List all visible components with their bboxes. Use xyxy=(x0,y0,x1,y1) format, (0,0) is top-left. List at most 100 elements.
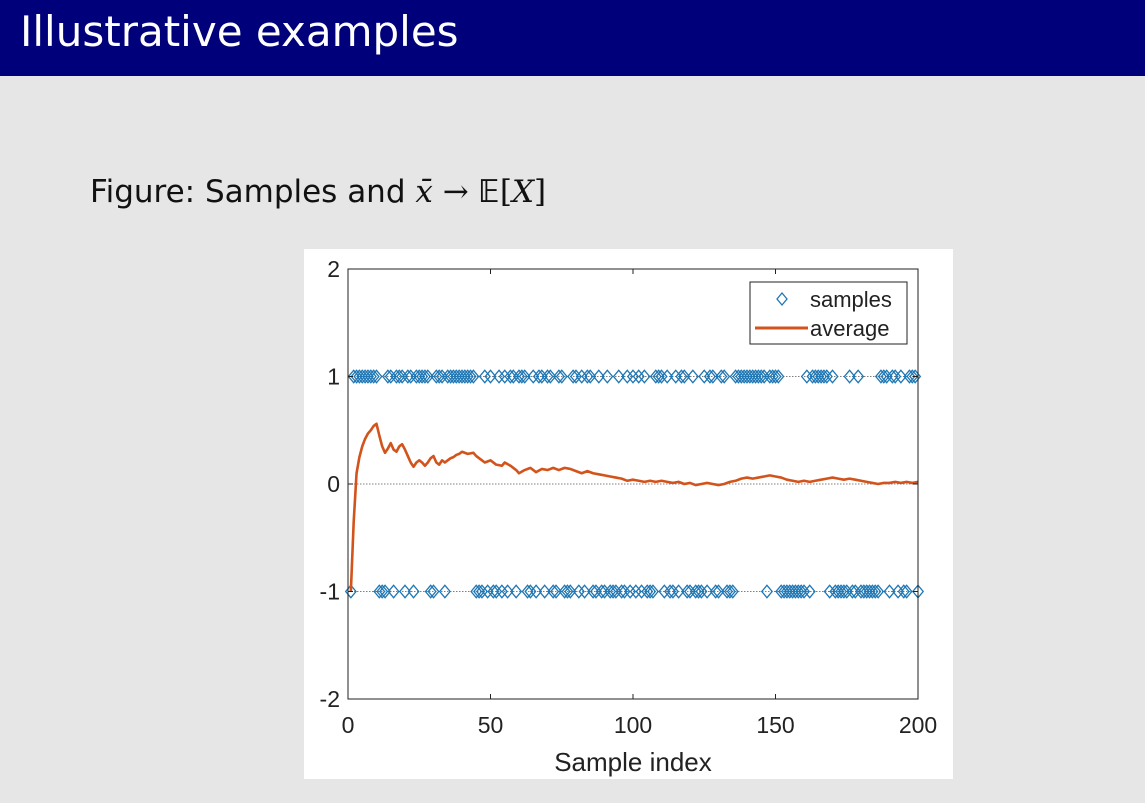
sample-marker xyxy=(644,584,657,599)
sample-marker xyxy=(729,369,742,384)
sample-marker xyxy=(909,369,922,384)
sample-marker xyxy=(367,369,380,384)
sample-marker xyxy=(712,584,725,599)
sample-marker xyxy=(478,369,491,384)
sample-marker xyxy=(572,584,585,599)
sample-marker xyxy=(626,369,640,384)
sample-marker xyxy=(840,584,853,599)
sample-marker xyxy=(789,584,802,599)
sample-marker xyxy=(555,369,568,384)
sample-marker xyxy=(501,584,514,599)
slide-title-bar: Illustrative examples xyxy=(0,0,1145,76)
sample-marker xyxy=(655,369,668,384)
x-axis-label: Sample index xyxy=(554,747,712,777)
sample-marker xyxy=(872,584,885,599)
sample-marker xyxy=(800,369,813,384)
caption-prefix: Figure: Samples and xyxy=(90,174,406,210)
sample-marker xyxy=(672,584,685,599)
sample-marker xyxy=(589,584,602,599)
sample-marker xyxy=(473,584,486,599)
sample-marker xyxy=(561,584,574,599)
sample-marker xyxy=(906,369,919,384)
sample-marker xyxy=(490,584,503,599)
sample-marker xyxy=(786,584,799,599)
sample-marker xyxy=(595,584,608,599)
sample-marker xyxy=(470,584,483,599)
sample-marker xyxy=(401,369,414,384)
sample-marker xyxy=(379,584,392,599)
sample-marker xyxy=(635,584,648,599)
legend-box xyxy=(749,281,908,345)
sample-marker xyxy=(558,584,571,599)
sample-marker xyxy=(892,584,905,599)
sample-marker xyxy=(701,584,714,599)
sample-marker xyxy=(752,369,765,384)
sample-marker xyxy=(398,584,412,599)
sample-marker xyxy=(569,369,583,384)
sample-marker xyxy=(632,369,645,384)
sample-marker xyxy=(515,369,528,384)
y-tick-label: -2 xyxy=(320,686,340,712)
y-tick-label: -1 xyxy=(320,579,340,605)
sample-marker xyxy=(450,369,463,384)
sample-marker xyxy=(726,584,739,599)
sample-marker xyxy=(347,369,360,384)
sample-marker xyxy=(903,369,916,384)
math-expectation: 𝔼 xyxy=(478,174,500,210)
legend-samples-label: samples xyxy=(810,287,892,312)
sample-marker xyxy=(866,584,879,599)
sample-marker xyxy=(735,369,748,384)
sample-marker xyxy=(698,369,711,384)
sample-marker xyxy=(356,369,369,384)
math-xbar: x̄ xyxy=(415,174,433,210)
sample-marker xyxy=(778,584,791,599)
sample-marker xyxy=(624,584,637,599)
sample-marker xyxy=(461,369,474,384)
sample-marker xyxy=(666,584,679,599)
sample-marker xyxy=(510,584,523,599)
sample-marker xyxy=(581,369,594,384)
sample-marker xyxy=(763,369,776,384)
sample-marker xyxy=(350,369,363,384)
sample-marker xyxy=(604,584,617,599)
sample-marker xyxy=(493,369,506,384)
sample-marker xyxy=(433,369,446,384)
sample-marker xyxy=(609,584,622,599)
sample-marker xyxy=(592,369,605,384)
sample-marker xyxy=(418,369,431,384)
sample-marker xyxy=(740,369,754,384)
sample-marker xyxy=(755,369,768,384)
sample-marker xyxy=(661,369,674,384)
sample-marker xyxy=(575,369,588,384)
sample-marker xyxy=(504,369,517,384)
math-x: X xyxy=(511,174,535,210)
sample-marker xyxy=(404,369,417,384)
sample-marker xyxy=(775,584,788,599)
sample-marker xyxy=(843,369,856,384)
sample-marker xyxy=(769,369,782,384)
sample-marker xyxy=(547,584,560,599)
sample-marker xyxy=(541,369,554,384)
sample-marker xyxy=(897,584,910,599)
sample-marker xyxy=(344,584,357,599)
sample-marker xyxy=(530,584,543,599)
sample-marker xyxy=(723,584,736,599)
sample-marker xyxy=(427,584,440,599)
legend-samples-marker xyxy=(776,291,788,307)
sample-marker xyxy=(396,369,409,384)
sample-marker xyxy=(792,584,805,599)
x-tick-label: 0 xyxy=(342,712,355,738)
sample-marker xyxy=(837,584,850,599)
sample-marker xyxy=(550,584,563,599)
sample-marker xyxy=(498,369,511,384)
sample-marker xyxy=(863,584,876,599)
sample-marker xyxy=(567,369,580,384)
sample-marker xyxy=(544,369,557,384)
sample-marker xyxy=(430,369,443,384)
sample-marker xyxy=(441,369,454,384)
sample-marker xyxy=(646,584,659,599)
sample-marker xyxy=(900,584,913,599)
sample-marker xyxy=(438,584,451,599)
sample-marker xyxy=(532,369,545,384)
sample-marker xyxy=(874,369,887,384)
